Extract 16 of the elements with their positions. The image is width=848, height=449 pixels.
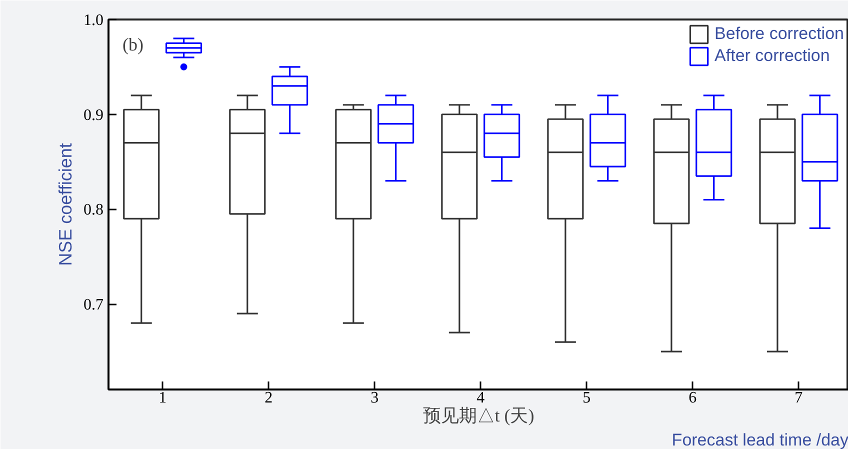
x-tick-label: 3 [370,390,379,406]
y-tick-label: 0.7 [84,296,104,314]
y-tick-label: 1.0 [84,12,104,29]
x-tick-label: 6 [688,390,697,406]
y-tick-label: 0.9 [84,106,104,124]
x-tick-label: 1 [158,390,167,406]
y-axis-title: NSE coefficient [56,143,76,266]
legend-label: After correction [714,46,830,66]
legend-label: Before correction [714,24,844,44]
x-tick-label: 4 [476,390,485,406]
annotation: (b) [122,34,144,54]
x-tick-label: 7 [794,390,803,406]
x-tick-label: 2 [264,390,273,406]
x-axis-title: 预见期△t (天) [422,406,534,426]
y-tick-label: 0.8 [84,202,104,219]
x-tick-label: 5 [582,390,591,406]
